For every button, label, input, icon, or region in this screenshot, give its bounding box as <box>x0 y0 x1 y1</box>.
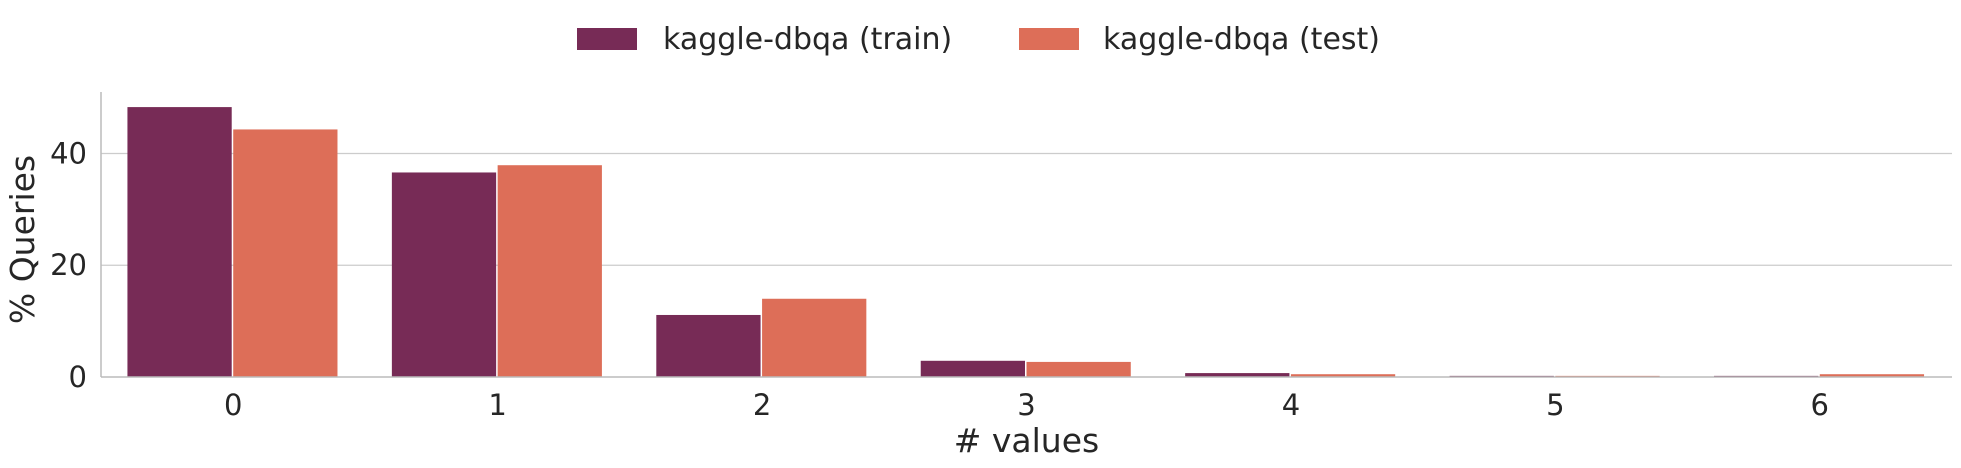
x-tick-label-5: 5 <box>1546 388 1564 422</box>
bar-series0-cat-3 <box>920 360 1025 377</box>
x-tick-label-1: 1 <box>488 388 506 422</box>
bar-series1-cat-1 <box>497 165 602 377</box>
y-tick-label-20: 20 <box>50 248 87 282</box>
bars <box>127 107 1925 377</box>
y-tick-label-40: 40 <box>50 136 87 170</box>
x-tick-label-3: 3 <box>1017 388 1035 422</box>
x-axis-label: # values <box>954 421 1099 460</box>
bar-series1-cat-3 <box>1026 361 1131 377</box>
bar-series0-cat-2 <box>656 314 761 377</box>
bar-series1-cat-0 <box>233 129 338 377</box>
x-tick-label-2: 2 <box>753 388 771 422</box>
bar-series1-cat-2 <box>762 298 867 377</box>
grid-lines <box>101 152 1952 266</box>
bar-series0-cat-0 <box>127 107 232 377</box>
legend-swatch-0 <box>577 28 637 50</box>
y-axis-label: % Queries <box>3 155 42 324</box>
y-tick-labels: 0 20 40 <box>50 136 87 394</box>
legend: kaggle-dbqa (train) kaggle-dbqa (test) <box>577 22 1380 57</box>
y-tick-label-0: 0 <box>69 360 87 394</box>
legend-label-1: kaggle-dbqa (test) <box>1103 22 1380 57</box>
bar-series0-cat-4 <box>1185 373 1290 377</box>
axes <box>100 92 1952 378</box>
legend-label-0: kaggle-dbqa (train) <box>663 22 952 57</box>
x-tick-labels: 0 1 2 3 4 5 6 <box>224 388 1829 422</box>
bar-series1-cat-6 <box>1819 374 1925 377</box>
legend-swatch-1 <box>1019 28 1079 50</box>
x-tick-label-4: 4 <box>1282 388 1300 422</box>
x-tick-label-0: 0 <box>224 388 242 422</box>
x-tick-label-6: 6 <box>1811 388 1829 422</box>
bar-series1-cat-4 <box>1290 374 1396 377</box>
bar-series0-cat-1 <box>391 172 497 377</box>
